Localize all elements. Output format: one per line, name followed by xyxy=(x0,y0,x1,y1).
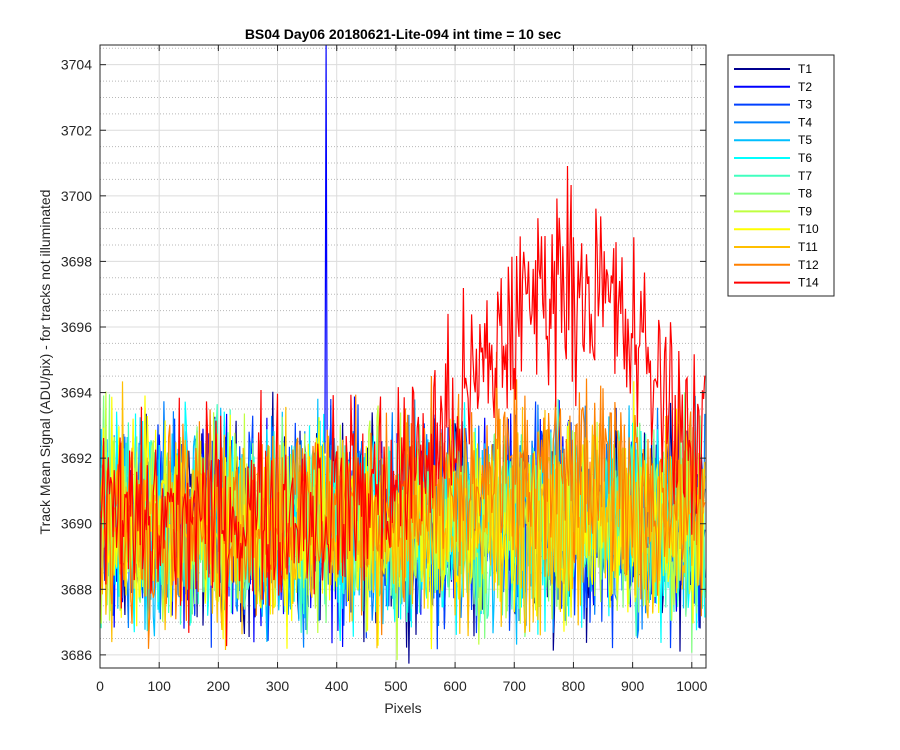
x-tick-label: 0 xyxy=(96,678,104,694)
x-tick-label: 400 xyxy=(325,678,349,694)
y-tick-label: 3702 xyxy=(61,122,92,138)
legend-label: T12 xyxy=(798,258,819,272)
axes-box xyxy=(99,44,707,669)
legend-label: T6 xyxy=(798,151,812,165)
x-tick-label: 800 xyxy=(562,678,586,694)
y-tick-label: 3696 xyxy=(61,319,92,335)
legend-item: T1 xyxy=(734,62,812,76)
legend-label: T3 xyxy=(798,98,812,112)
x-axis-label: Pixels xyxy=(384,700,421,716)
legend-item: T8 xyxy=(734,187,812,201)
legend-label: T14 xyxy=(798,276,819,290)
y-tick-label: 3690 xyxy=(61,516,92,532)
legend-item: T9 xyxy=(734,204,812,218)
legend-item: T5 xyxy=(734,133,812,147)
legend-item: T7 xyxy=(734,169,812,183)
legend-item: T14 xyxy=(734,276,819,290)
y-tick-label: 3698 xyxy=(61,253,92,269)
legend: T1 T2 T3 T4 T5 T6 T7 T8 T9 T10 T11 T12 T14 xyxy=(727,54,835,297)
legend-label: T8 xyxy=(798,187,812,201)
legend-label: T1 xyxy=(798,62,812,76)
y-tick-labels: 3686 3688 3690 3692 3694 3696 3698 3700 3702 3704 xyxy=(61,57,92,663)
x-tick-label: 600 xyxy=(443,678,467,694)
legend-item: T6 xyxy=(734,151,812,165)
legend-item: T11 xyxy=(734,240,818,254)
y-tick-label: 3700 xyxy=(61,188,92,204)
series-line-t14 xyxy=(100,165,706,647)
x-tick-label: 900 xyxy=(621,678,645,694)
x-tick-label: 300 xyxy=(266,678,290,694)
y-tick-label: 3704 xyxy=(61,57,92,73)
legend-label: T9 xyxy=(798,204,812,218)
x-tick-labels: 0 100 200 300 400 500 600 700 800 900 1000 xyxy=(96,678,707,694)
ticks xyxy=(99,45,706,668)
legend-label: T11 xyxy=(798,240,818,254)
series-lines xyxy=(100,45,706,664)
x-tick-label: 200 xyxy=(207,678,231,694)
legend-label: T10 xyxy=(798,222,819,236)
y-tick-label: 3694 xyxy=(61,385,92,401)
legend-label: T7 xyxy=(798,169,812,183)
x-tick-label: 500 xyxy=(384,678,408,694)
x-tick-label: 700 xyxy=(503,678,527,694)
legend-label: T5 xyxy=(798,133,812,147)
legend-label: T2 xyxy=(798,80,812,94)
legend-item: T12 xyxy=(734,258,819,272)
y-tick-label: 3688 xyxy=(61,581,92,597)
y-tick-label: 3686 xyxy=(61,647,92,663)
legend-label: T4 xyxy=(798,115,812,129)
legend-item: T10 xyxy=(734,222,819,236)
y-tick-label: 3692 xyxy=(61,450,92,466)
x-tick-label: 1000 xyxy=(676,678,707,694)
series-line-t12 xyxy=(100,351,706,649)
chart-title: BS04 Day06 20180621-Lite-094 int time = … xyxy=(245,26,562,42)
legend-item: T3 xyxy=(734,98,812,112)
legend-item: T2 xyxy=(734,80,812,94)
x-tick-label: 100 xyxy=(148,678,172,694)
y-axis-label: Track Mean Signal (ADU/pix) - for tracks… xyxy=(37,190,53,535)
legend-item: T4 xyxy=(734,115,812,129)
